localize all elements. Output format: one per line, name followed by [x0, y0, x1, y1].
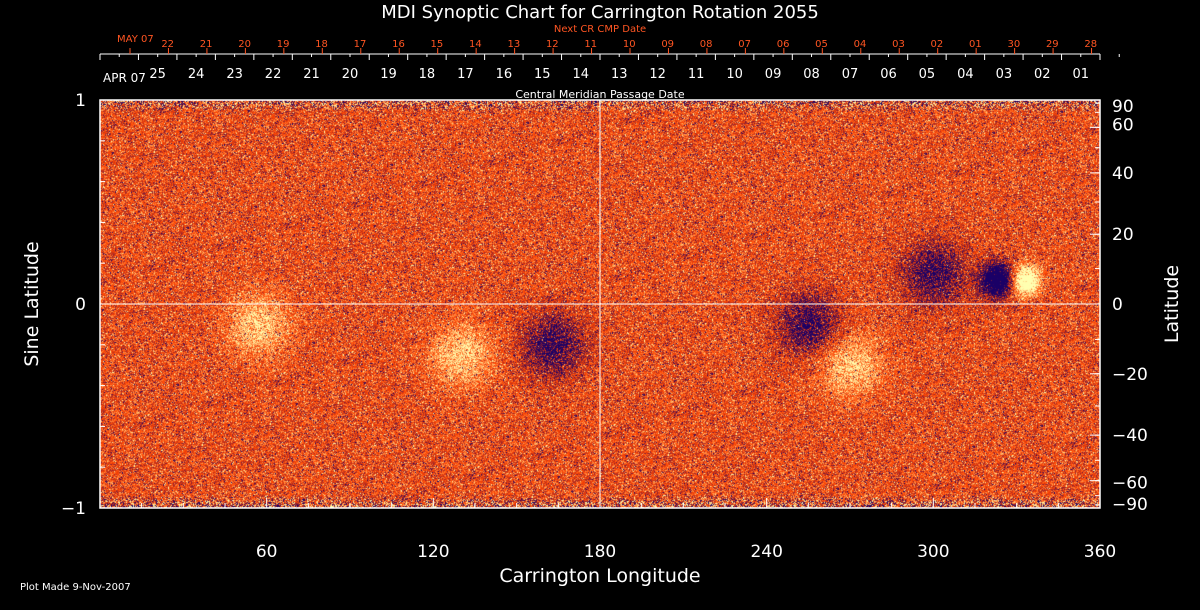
next-cr-date-label: 08: [700, 39, 713, 50]
next-cr-date-label: 04: [854, 39, 867, 50]
x-tick-label: 60: [256, 542, 278, 562]
next-cr-date-label: 01: [969, 39, 982, 50]
next-cr-date-label: 22: [161, 39, 174, 50]
y-right-tick-label: 40: [1112, 164, 1134, 184]
next-cr-date-label: 02: [931, 39, 944, 50]
y-right-tick-label: −40: [1112, 426, 1148, 446]
x-tick-label: 300: [917, 542, 949, 562]
next-cr-date-label: 20: [238, 39, 251, 50]
cmp-date-label: 14: [572, 67, 589, 82]
cmp-date-label: 03: [996, 67, 1013, 82]
top-axis-month-label: APR 07: [103, 71, 146, 85]
cmp-date-label: 18: [419, 67, 436, 82]
cmp-date-label: 11: [688, 67, 705, 82]
x-tick-label: 180: [584, 542, 616, 562]
next-cr-date-label: 17: [354, 39, 367, 50]
next-cr-date-label: 07: [738, 39, 751, 50]
x-tick-label: 240: [750, 542, 782, 562]
next-cr-date-label: 10: [623, 39, 636, 50]
cmp-date-label: 09: [765, 67, 782, 82]
next-cr-date-label: 16: [392, 39, 405, 50]
axes: 60 120 180 240 300 360−101 906040200−20−40−60−…: [61, 39, 1148, 562]
plot-made-footer: Plot Made 9-Nov-2007: [20, 582, 131, 593]
next-cr-date-label: 29: [1046, 39, 1059, 50]
cmp-date-label: 15: [534, 67, 551, 82]
next-cr-date-label: 13: [507, 39, 520, 50]
chart-title: MDI Synoptic Chart for Carrington Rotati…: [381, 2, 819, 23]
next-cr-date-label: 30: [1007, 39, 1020, 50]
next-cr-date-label: 06: [777, 39, 790, 50]
next-cr-date-label: 11: [584, 39, 597, 50]
cmp-date-label: 01: [1072, 67, 1089, 82]
next-cr-date-label: 21: [200, 39, 213, 50]
y-left-tick-label: 1: [75, 91, 86, 111]
cmp-date-label: 17: [457, 67, 474, 82]
y-right-tick-label: 20: [1112, 225, 1134, 245]
x-tick-label: 360: [1084, 542, 1116, 562]
cmp-date-label: 04: [957, 67, 974, 82]
cmp-date-label: 25: [149, 67, 166, 82]
cmp-date-label: 22: [265, 67, 282, 82]
cmp-date-label: 08: [803, 67, 820, 82]
next-cr-date-label: 12: [546, 39, 559, 50]
x-tick-label: 120: [417, 542, 449, 562]
next-cr-date-label: 28: [1084, 39, 1097, 50]
y-right-tick-label: −90: [1112, 495, 1148, 515]
cmp-date-label: 07: [842, 67, 859, 82]
cmp-date-label: 02: [1034, 67, 1051, 82]
cmp-date-label: 20: [342, 67, 359, 82]
cmp-date-label: 05: [919, 67, 936, 82]
next-cr-date-label: 03: [892, 39, 905, 50]
cmp-date-label: 23: [226, 67, 243, 82]
x-axis-label: Carrington Longitude: [499, 565, 700, 587]
y-left-tick-label: −1: [61, 499, 86, 519]
y-left-tick-label: 0: [75, 295, 86, 315]
y-axis-label-right: Latitude: [1161, 265, 1183, 343]
top-axis-label: Central Meridian Passage Date: [515, 88, 684, 101]
cmp-date-label: 19: [380, 67, 397, 82]
cmp-date-label: 13: [611, 67, 628, 82]
next-cr-date-label: 18: [315, 39, 328, 50]
next-cr-axis-label: Next CR CMP Date: [554, 24, 646, 35]
y-right-tick-label: 90: [1112, 97, 1134, 117]
next-cr-date-label: 09: [661, 39, 674, 50]
next-cr-date-label: 05: [815, 39, 828, 50]
y-right-tick-label: −20: [1112, 365, 1148, 385]
y-right-tick-label: 60: [1112, 115, 1134, 135]
y-axis-label-left: Sine Latitude: [21, 241, 43, 366]
cmp-date-label: 24: [188, 67, 205, 82]
y-right-tick-label: 0: [1112, 295, 1123, 315]
cmp-date-label: 12: [649, 67, 666, 82]
next-cr-date-label: 14: [469, 39, 482, 50]
cmp-date-label: 16: [496, 67, 513, 82]
next-cr-date-label: 19: [277, 39, 290, 50]
next-cr-month-label: MAY 07: [117, 34, 154, 45]
next-cr-date-label: 15: [431, 39, 444, 50]
cmp-date-label: 06: [880, 67, 897, 82]
cmp-date-label: 10: [726, 67, 743, 82]
cmp-date-label: 21: [303, 67, 320, 82]
y-right-tick-label: −60: [1112, 474, 1148, 494]
